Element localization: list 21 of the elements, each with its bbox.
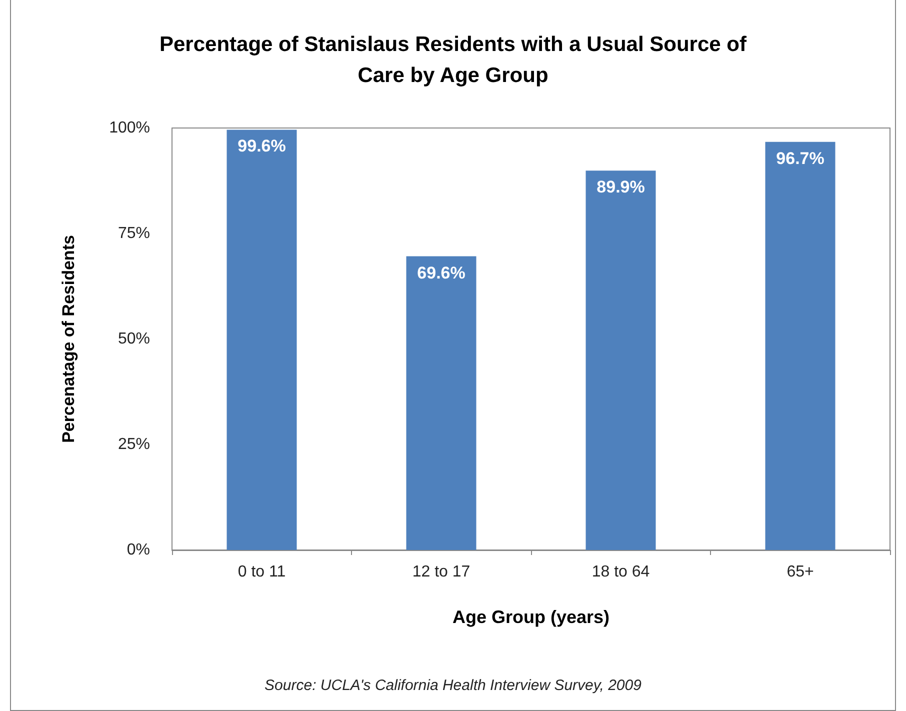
bar xyxy=(586,170,656,550)
bar xyxy=(765,142,836,550)
bar xyxy=(226,130,297,550)
y-tick-label: 75% xyxy=(118,225,150,242)
y-tick-label: 100% xyxy=(109,120,150,136)
bar xyxy=(406,256,476,550)
x-tick-label: 0 to 11 xyxy=(238,564,286,580)
source-note: Source: UCLA's California Health Interview Survey, 2009 xyxy=(264,677,642,694)
x-tick-label: 65+ xyxy=(786,564,814,580)
data-label: 96.7% xyxy=(776,148,824,168)
y-axis-title: Percenatage of Residents xyxy=(59,235,78,443)
y-tick-label: 0% xyxy=(126,542,150,558)
chart-title: Percentage of Stanislaus Residents with a Usual Source of Care by Age Group xyxy=(160,33,748,87)
y-tick-label: 25% xyxy=(118,436,150,453)
data-label: 69.6% xyxy=(417,263,466,282)
data-label: 89.9% xyxy=(596,178,645,197)
data-label: 99.6% xyxy=(238,136,286,156)
x-tick-label: 12 to 17 xyxy=(412,564,470,580)
x-axis-title: Age Group (years) xyxy=(452,607,610,627)
x-tick-label: 18 to 64 xyxy=(592,564,650,580)
y-tick-label: 50% xyxy=(118,330,150,348)
